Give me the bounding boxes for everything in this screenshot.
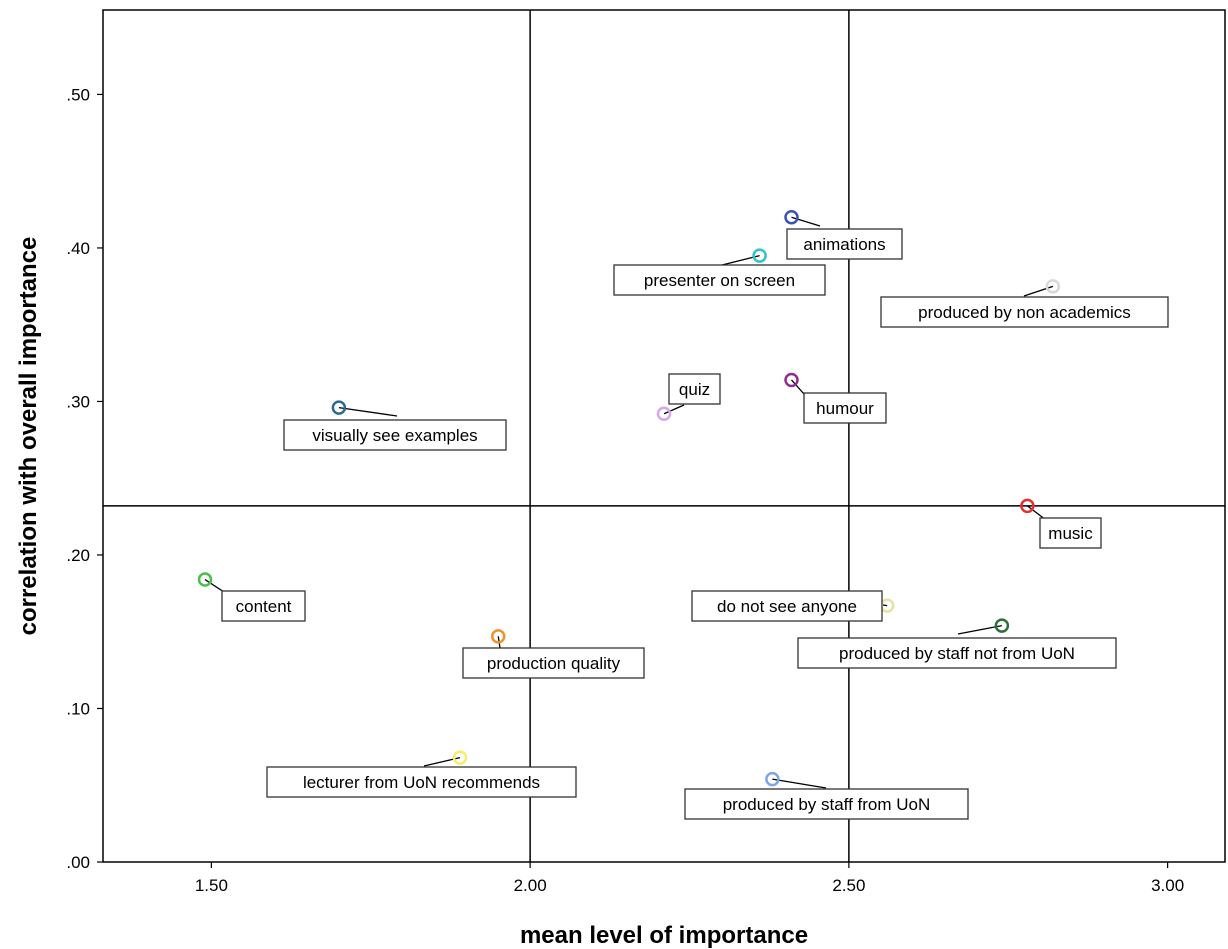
x-tick-label: 3.00 bbox=[1151, 876, 1184, 895]
leader-line bbox=[772, 778, 827, 789]
point-label-box bbox=[684, 788, 969, 820]
data-point bbox=[1020, 498, 1035, 514]
point-label-box bbox=[797, 637, 1117, 669]
label-leader-lines bbox=[204, 216, 1054, 789]
data-point bbox=[784, 372, 799, 388]
y-tick-label: .20 bbox=[66, 546, 90, 565]
data-point bbox=[1045, 279, 1061, 294]
leader-line bbox=[663, 404, 685, 415]
x-tick-label: 2.50 bbox=[832, 876, 865, 895]
point-label: content bbox=[236, 597, 292, 616]
point-label: do not see anyone bbox=[717, 597, 857, 616]
point-label: produced by non academics bbox=[918, 303, 1131, 322]
data-point bbox=[752, 248, 767, 263]
point-label-box bbox=[691, 590, 883, 622]
plot-area bbox=[102, 9, 1226, 863]
data-point bbox=[197, 572, 213, 587]
point-label-box bbox=[668, 373, 721, 405]
point-label-box bbox=[462, 647, 645, 679]
leader-line bbox=[882, 604, 888, 607]
point-label-box bbox=[283, 419, 507, 451]
point-label-box bbox=[613, 264, 826, 296]
point-label: production quality bbox=[487, 654, 621, 673]
x-tick-label: 1.50 bbox=[195, 876, 228, 895]
leader-line bbox=[791, 379, 805, 395]
y-axis: .00 .10 .20 .30 .40 .50 bbox=[66, 85, 103, 872]
point-label: quiz bbox=[679, 380, 710, 399]
leader-line bbox=[957, 624, 1002, 635]
y-tick-label: .10 bbox=[66, 699, 90, 718]
point-label-box bbox=[786, 228, 903, 260]
point-labels: animations presenter on screen produced by… bbox=[221, 228, 1169, 820]
data-point bbox=[656, 406, 672, 421]
point-label: animations bbox=[803, 235, 885, 254]
x-axis: 1.50 2.00 2.50 3.00 bbox=[195, 862, 1184, 895]
point-label-box bbox=[803, 392, 887, 424]
y-tick-label: .30 bbox=[66, 392, 90, 411]
x-tick-label: 2.00 bbox=[514, 876, 547, 895]
point-label: presenter on screen bbox=[644, 271, 795, 290]
leader-line bbox=[204, 578, 225, 593]
point-label-box bbox=[1039, 517, 1102, 549]
point-label: visually see examples bbox=[312, 426, 477, 445]
y-tick-label: .50 bbox=[66, 85, 90, 104]
point-label: humour bbox=[816, 399, 874, 418]
point-label-box bbox=[880, 296, 1169, 328]
data-points bbox=[197, 209, 1061, 787]
data-point bbox=[765, 771, 780, 787]
point-label: lecturer from UoN recommends bbox=[303, 773, 540, 792]
leader-line bbox=[338, 406, 398, 417]
x-axis-title: mean level of importance bbox=[520, 922, 808, 949]
data-point bbox=[491, 629, 506, 644]
y-tick-label: .00 bbox=[66, 853, 90, 872]
data-point bbox=[784, 209, 799, 225]
y-tick-label: .40 bbox=[66, 239, 90, 258]
point-label-box bbox=[221, 590, 306, 622]
data-point bbox=[331, 400, 347, 415]
y-axis-title: correlation with overall importance bbox=[15, 237, 42, 636]
point-label: produced by staff from UoN bbox=[723, 795, 931, 814]
reference-lines bbox=[103, 10, 1225, 862]
point-label-box bbox=[266, 766, 577, 798]
point-label: music bbox=[1048, 524, 1093, 543]
data-point bbox=[994, 618, 1010, 633]
data-point bbox=[452, 750, 468, 765]
point-label: produced by staff not from UoN bbox=[839, 644, 1075, 663]
